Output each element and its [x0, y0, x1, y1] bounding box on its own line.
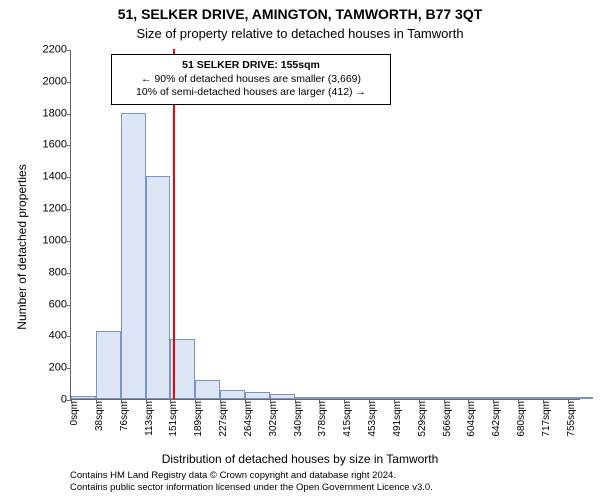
x-tick-label: 76sqm [120, 399, 130, 431]
histogram-bar [195, 380, 220, 399]
y-tick-label: 1200 [27, 204, 71, 215]
x-tick-label: 38sqm [95, 399, 105, 431]
x-tick-label: 529sqm [418, 399, 428, 437]
chart-title-address: 51, SELKER DRIVE, AMINGTON, TAMWORTH, B7… [0, 6, 600, 22]
footer-attribution: Contains HM Land Registry data © Crown c… [70, 470, 580, 494]
y-tick-mark [67, 368, 71, 369]
x-tick-label: 227sqm [219, 399, 229, 437]
chart-title-description: Size of property relative to detached ho… [0, 26, 600, 41]
x-tick-label: 0sqm [70, 399, 80, 425]
x-tick-label: 189sqm [194, 399, 204, 437]
y-tick-label: 600 [27, 299, 71, 310]
y-tick-label: 1400 [27, 172, 71, 183]
x-axis-label: Distribution of detached houses by size … [0, 452, 600, 466]
y-tick-mark [67, 50, 71, 51]
y-tick-mark [67, 177, 71, 178]
x-tick-label: 415sqm [343, 399, 353, 437]
x-tick-label: 302sqm [269, 399, 279, 437]
x-tick-label: 680sqm [517, 399, 527, 437]
histogram-bar [245, 392, 270, 399]
histogram-bar [220, 390, 245, 399]
y-tick-label: 400 [27, 331, 71, 342]
y-tick-mark [67, 209, 71, 210]
x-tick-label: 113sqm [145, 399, 155, 436]
x-tick-label: 378sqm [318, 399, 328, 437]
x-tick-label: 453sqm [368, 399, 378, 437]
histogram-bar [96, 331, 121, 399]
y-tick-label: 800 [27, 267, 71, 278]
x-tick-label: 264sqm [244, 399, 254, 437]
x-tick-label: 717sqm [542, 399, 552, 437]
x-tick-label: 604sqm [467, 399, 477, 437]
histogram-bar [121, 113, 146, 399]
footer-line-2: Contains public sector information licen… [70, 482, 580, 494]
y-tick-mark [67, 336, 71, 337]
x-tick-label: 566sqm [443, 399, 453, 437]
y-tick-label: 2000 [27, 76, 71, 87]
plot-area: 0200400600800100012001400160018002000220… [70, 50, 580, 400]
y-tick-mark [67, 305, 71, 306]
y-tick-label: 1000 [27, 235, 71, 246]
y-tick-label: 0 [27, 395, 71, 406]
x-tick-label: 491sqm [393, 399, 403, 437]
y-tick-mark [67, 273, 71, 274]
y-tick-label: 2200 [27, 45, 71, 56]
y-tick-mark [67, 114, 71, 115]
x-tick-label: 642sqm [492, 399, 502, 437]
y-tick-mark [67, 241, 71, 242]
x-tick-label: 151sqm [169, 399, 179, 437]
y-tick-label: 200 [27, 363, 71, 374]
reference-annotation: 51 SELKER DRIVE: 155sqm← 90% of detached… [111, 54, 391, 105]
y-tick-mark [67, 82, 71, 83]
annotation-line-2: ← 90% of detached houses are smaller (3,… [118, 73, 384, 87]
annotation-line-3: 10% of semi-detached houses are larger (… [118, 86, 384, 100]
y-tick-mark [67, 145, 71, 146]
histogram-bar [146, 176, 171, 399]
y-tick-label: 1800 [27, 108, 71, 119]
x-tick-label: 340sqm [294, 399, 304, 437]
y-tick-label: 1600 [27, 140, 71, 151]
annotation-line-1: 51 SELKER DRIVE: 155sqm [118, 59, 384, 73]
footer-line-1: Contains HM Land Registry data © Crown c… [70, 470, 580, 482]
x-tick-label: 755sqm [567, 399, 577, 437]
